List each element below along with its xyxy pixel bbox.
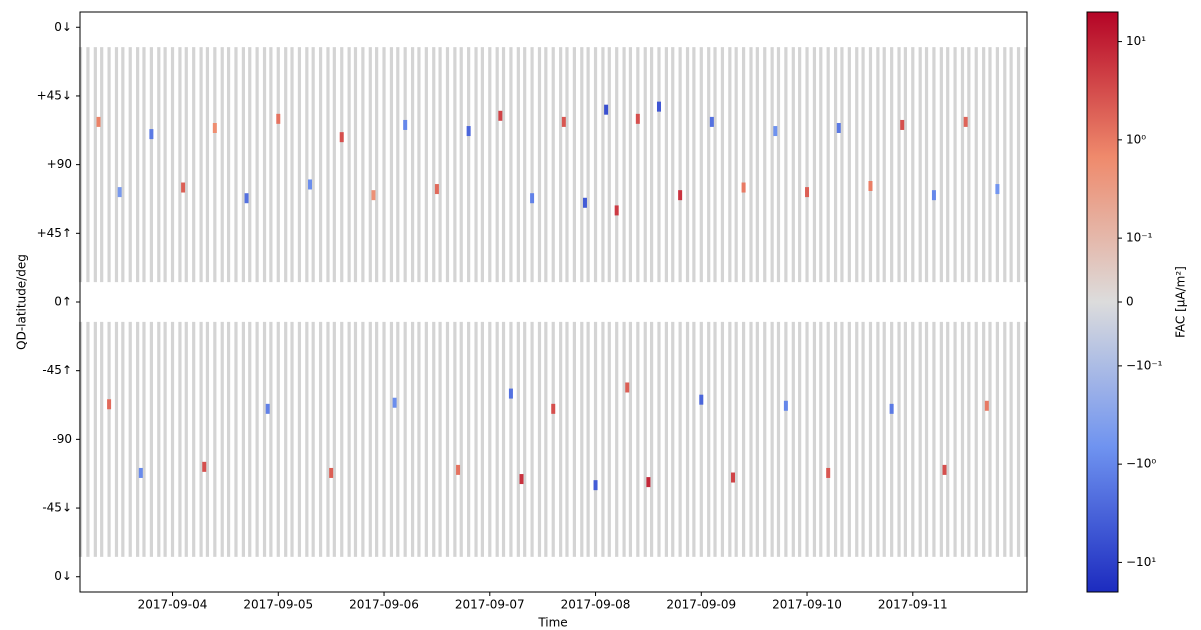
y-tick-label: +45↑ [37,226,72,240]
y-tick-label: +45↓ [37,88,72,102]
colorbar-tick-label: 10¹ [1126,34,1146,48]
fac-sample [107,399,112,410]
fac-sample [308,179,313,190]
colorbar-tick-label: 0 [1126,295,1134,309]
y-tick-label: +90 [47,157,72,171]
y-tick-label: 0↑ [54,295,72,309]
fac-sample [635,113,640,124]
fac-sample [900,119,905,130]
fac-sample [646,477,651,488]
y-tick-label: -45↑ [42,363,72,377]
fac-sample [551,403,556,414]
fac-sample [371,190,376,201]
x-axis-label: Time [537,616,567,630]
fac-sample [403,119,408,130]
fac-sample [931,190,936,201]
fac-sample [709,116,714,127]
fac-sample [244,193,249,204]
fac-sample [656,101,661,112]
y-axis-label: QD-latitude/deg [15,254,29,350]
fac-sample [593,480,598,491]
fac-sample [530,193,535,204]
fac-sample [984,400,989,411]
tracks [78,47,1028,557]
fac-sample [117,187,122,198]
fac-sample [625,382,630,393]
fac-sample [826,467,831,478]
y-tick-label: 0↓ [54,20,72,34]
fac-sample [456,464,461,475]
fac-sample [836,123,841,133]
fac-sample [466,126,471,137]
y-tick-label: 0↓ [54,569,72,583]
fac-sample [783,400,788,411]
fac-sample [561,116,566,127]
fac-sample [508,388,513,399]
fac-sample [699,394,704,405]
colorbar-tick-label: 10⁰ [1126,132,1146,146]
y-tick-label: -45↓ [42,501,72,515]
fac-sample [805,187,810,198]
fac-sample [741,182,746,193]
colorbar-tick-label: −10⁰ [1126,457,1156,471]
fac-samples [96,101,1000,491]
colorbar-tick-label: 10⁻¹ [1126,231,1153,245]
x-tick-label: 2017-09-11 [878,598,948,612]
colorbar-tick-label: −10⁻¹ [1126,358,1163,372]
fac-sample [434,184,439,195]
fac-sample [614,205,619,216]
colorbar-tick-label: −10¹ [1126,555,1156,569]
fac-sample [868,181,873,191]
fac-sample [498,110,503,121]
fac-sample [265,403,270,414]
fac-sample [604,104,609,115]
fac-sample [889,403,894,414]
fac-sample [392,397,397,408]
fac-sample [995,184,1000,195]
x-tick-label: 2017-09-07 [455,598,525,612]
x-tick-label: 2017-09-09 [666,598,736,612]
fac-sample [942,464,947,475]
fac-sample [582,197,587,208]
fac-sample [149,129,154,140]
fac-sample [276,113,281,124]
x-tick-label: 2017-09-10 [772,598,842,612]
fac-sample [138,467,143,478]
fac-sample [212,123,217,133]
fac-sample [731,472,736,483]
colorbar [1086,11,1119,593]
fac-sample [181,182,186,193]
x-tick-label: 2017-09-04 [138,598,208,612]
x-tick-label: 2017-09-08 [561,598,631,612]
fac-sample [773,126,778,137]
fac-sample [963,116,968,127]
fac-sample [339,132,344,143]
x-tick-label: 2017-09-05 [243,598,313,612]
fac-sample [678,190,683,201]
x-tick-label: 2017-09-06 [349,598,419,612]
y-tick-label: -90 [52,432,72,446]
fac-sample [329,467,334,478]
fac-sample [202,461,207,472]
fac-sample [96,116,101,127]
colorbar-label: FAC [μA/m²] [1174,266,1188,338]
fac-sample [519,474,524,485]
